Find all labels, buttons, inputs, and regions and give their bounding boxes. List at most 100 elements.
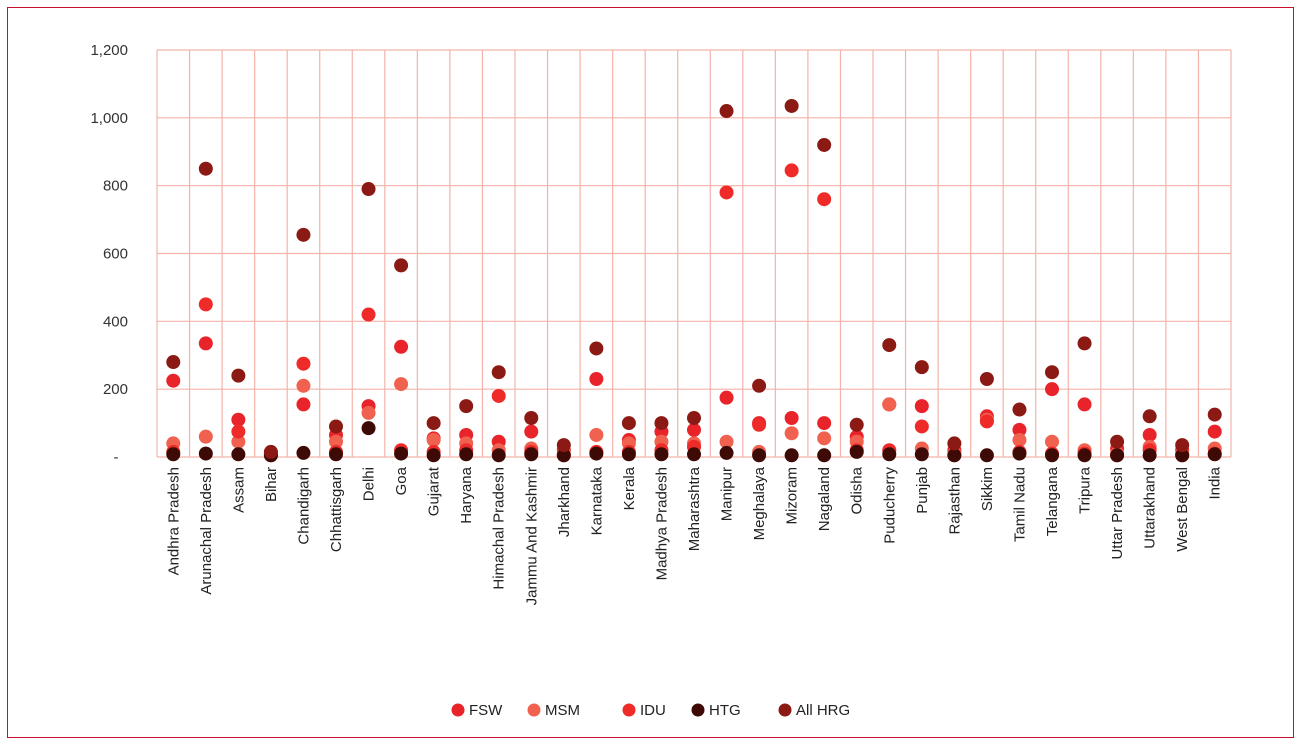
- data-point: [979, 448, 994, 463]
- x-tick-label: Odisha: [849, 466, 866, 514]
- data-point: [361, 182, 376, 197]
- data-point: [687, 422, 701, 437]
- data-point: [1207, 407, 1222, 422]
- x-tick-label: Telangana: [1044, 466, 1061, 536]
- x-tick-label: Rajasthan: [946, 467, 963, 535]
- legend-marker: [691, 703, 705, 717]
- x-tick-label: Andhra Pradesh: [165, 467, 182, 575]
- data-point: [361, 307, 376, 322]
- data-point: [491, 448, 506, 463]
- data-point: [1142, 448, 1157, 463]
- data-point: [198, 161, 213, 176]
- data-point: [198, 429, 213, 444]
- y-tick-label: 1,000: [90, 110, 128, 127]
- data-point: [1207, 447, 1222, 462]
- data-point: [394, 377, 409, 392]
- data-point: [1175, 448, 1190, 463]
- x-tick-label: Meghalaya: [751, 466, 768, 540]
- x-axis: Andhra Pradesh Arunachal Pradesh Assam Biha…: [165, 466, 1223, 605]
- legend: FSW MSM IDU HTG All HRG: [451, 702, 850, 719]
- y-tick-label: 200: [103, 381, 128, 398]
- x-tick-label: Sikkim: [979, 467, 996, 511]
- data-point: [621, 416, 636, 431]
- x-tick-label: Assam: [230, 467, 247, 513]
- x-tick-label: Chandigarh: [295, 467, 312, 545]
- data-point: [166, 447, 181, 462]
- x-tick-label: West Bengal: [1174, 467, 1191, 552]
- data-point: [817, 416, 832, 431]
- data-point: [1045, 365, 1059, 380]
- data-point: [687, 410, 701, 425]
- x-tick-label: Kerala: [621, 466, 638, 510]
- x-tick-label: Uttar Pradesh: [1109, 467, 1126, 560]
- data-points: [166, 98, 1222, 463]
- grid: [156, 49, 1232, 458]
- data-point: [1045, 434, 1059, 449]
- data-point: [914, 447, 929, 462]
- data-point: [296, 445, 311, 460]
- x-tick-label: Madhya Pradesh: [653, 467, 670, 580]
- x-tick-label: Delhi: [361, 467, 378, 501]
- x-tick-label: Nagaland: [816, 467, 833, 531]
- data-point: [524, 424, 539, 439]
- x-tick-label: Punjab: [914, 467, 931, 514]
- data-point: [752, 378, 767, 393]
- chart-frame: [7, 7, 1294, 738]
- x-tick-label: Chhattisgarh: [328, 467, 345, 552]
- y-axis: - 200 400 600 800 1,000 1,200: [90, 42, 128, 466]
- data-point: [1142, 409, 1157, 424]
- data-point: [1045, 448, 1059, 463]
- data-point: [1142, 427, 1157, 442]
- data-point: [687, 447, 701, 462]
- data-point: [817, 431, 832, 446]
- legend-label: All HRG: [796, 702, 850, 719]
- data-point: [1175, 438, 1190, 453]
- data-point: [426, 416, 441, 431]
- data-point: [263, 444, 278, 459]
- data-point: [394, 339, 409, 354]
- x-tick-label: Haryana: [458, 466, 475, 523]
- x-tick-label: Himachal Pradesh: [491, 467, 508, 590]
- data-point: [296, 378, 311, 393]
- data-point: [296, 227, 311, 242]
- data-point: [361, 421, 376, 436]
- data-point: [784, 448, 799, 463]
- data-point: [621, 447, 636, 462]
- series-all-hrg: [166, 98, 1222, 459]
- data-point: [1077, 448, 1092, 463]
- data-point: [719, 185, 734, 200]
- data-point: [784, 426, 799, 441]
- legend-label: FSW: [469, 702, 503, 719]
- legend-marker: [778, 703, 792, 717]
- data-point: [1110, 434, 1125, 449]
- data-point: [296, 397, 311, 412]
- data-point: [914, 399, 929, 414]
- data-point: [817, 448, 832, 463]
- data-point: [719, 390, 734, 405]
- data-point: [231, 424, 246, 439]
- legend-label: HTG: [709, 702, 741, 719]
- data-point: [198, 446, 213, 461]
- legend-label: MSM: [545, 702, 580, 719]
- data-point: [979, 414, 994, 429]
- data-point: [784, 163, 799, 178]
- legend-marker: [622, 703, 636, 717]
- legend-marker: [451, 703, 465, 717]
- data-point: [198, 336, 213, 351]
- data-point: [849, 417, 864, 432]
- x-tick-label: Tripura: [1077, 466, 1094, 514]
- y-tick-label: 800: [103, 178, 128, 195]
- x-tick-label: Karnataka: [588, 466, 605, 535]
- data-point: [459, 447, 474, 462]
- data-point: [1077, 336, 1092, 351]
- data-point: [394, 258, 409, 273]
- x-tick-label: Uttarakhand: [1142, 467, 1159, 549]
- data-point: [882, 397, 897, 412]
- data-point: [556, 448, 571, 463]
- data-point: [1012, 402, 1027, 417]
- data-point: [817, 137, 832, 152]
- y-tick-label: -: [114, 449, 119, 466]
- data-point: [296, 356, 311, 371]
- data-point: [231, 368, 246, 383]
